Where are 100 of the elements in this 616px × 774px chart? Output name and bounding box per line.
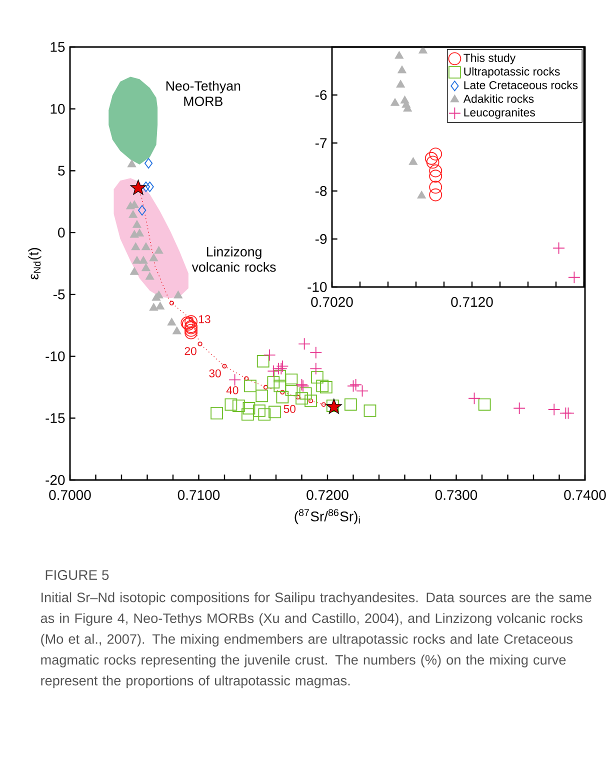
point [424, 152, 438, 165]
series-label: Neo-Tethyan MORB [166, 80, 240, 106]
y-tick-label: -7 [315, 138, 327, 148]
annotation: 40 [226, 386, 238, 394]
point [268, 406, 281, 418]
point [267, 376, 280, 388]
point [276, 360, 289, 372]
point [426, 156, 440, 169]
point [167, 318, 176, 326]
point [253, 404, 266, 417]
point [172, 326, 182, 334]
x-tick-label: 0.7200 [306, 490, 348, 500]
point [130, 267, 139, 275]
x-tick-label: 0.7300 [435, 490, 478, 500]
point [418, 46, 428, 54]
y-tick-label: -20 [46, 475, 65, 485]
point [310, 346, 322, 359]
y-tick-label: -10 [46, 351, 65, 362]
point [142, 242, 150, 250]
legend-label: Ultrapotassic rocks [464, 67, 560, 78]
point [285, 374, 298, 386]
text: FIGURE 5 [46, 570, 109, 580]
point [394, 51, 404, 59]
point [156, 302, 164, 310]
point [267, 364, 280, 378]
y-tick-label: 10 [50, 104, 65, 114]
point [280, 390, 285, 395]
point [263, 348, 276, 362]
point [184, 324, 198, 337]
point [429, 170, 442, 183]
point [344, 398, 357, 411]
point [468, 392, 480, 405]
annotation: 20 [184, 347, 196, 356]
point [169, 300, 174, 306]
point [228, 374, 241, 386]
point [144, 158, 153, 169]
y-tick-label: -6 [315, 90, 327, 100]
x-tick-label: 0.7400 [564, 490, 606, 500]
point [347, 380, 360, 392]
point [408, 157, 418, 165]
point [149, 303, 158, 311]
point [298, 338, 311, 350]
point [232, 400, 245, 412]
series-label: Linzizong volcanic rocks [192, 246, 276, 272]
point [132, 256, 142, 264]
point [398, 66, 406, 74]
point [128, 210, 138, 218]
point [256, 355, 270, 368]
point [132, 220, 142, 228]
point [242, 402, 256, 414]
x-tick-label: 0.7000 [49, 490, 91, 500]
text: Initial Sr–Nd isotopic compositions for Sailipu trachyandesites. Data sources are the same as in Figure 4, Neo-Tethys MORBs (Xu and Castillo, 2004), and Linzizong volcanic rocks (Mo et al., 2007). The mixing endmembers are ultrapotassic rocks and late Cretaceous magmatic rocks representing the juvenile crust. The numbers (%) on the mixing curve represent the proportions of ultrapotassic magmas. [40, 592, 592, 688]
point [296, 392, 308, 405]
point [429, 188, 442, 202]
point [296, 394, 300, 400]
point [562, 406, 574, 420]
x-tick-label: 0.7020 [311, 297, 353, 307]
point [184, 326, 198, 340]
point [142, 182, 150, 192]
point [299, 387, 312, 400]
point [198, 342, 202, 346]
point [241, 408, 254, 421]
legend-label: This study [464, 54, 516, 64]
y-axis-title: ε$_{Nd}$(t) [28, 248, 42, 280]
point [548, 403, 560, 416]
point [139, 256, 148, 264]
point [174, 290, 182, 298]
point [326, 400, 339, 412]
point [146, 272, 154, 280]
point [256, 390, 268, 402]
point [321, 402, 326, 407]
point [552, 242, 565, 254]
point [364, 404, 376, 417]
y-tick-label: 5 [58, 166, 65, 176]
legend-label: Adakitic rocks [463, 94, 534, 103]
point [210, 406, 223, 420]
point [320, 381, 332, 394]
point [513, 402, 526, 414]
y-tick-label: -9 [315, 234, 327, 244]
point [130, 180, 146, 195]
y-tick-label: 15 [50, 42, 65, 52]
x-tick-label: 0.7100 [178, 490, 220, 500]
point [154, 246, 164, 254]
point [396, 80, 405, 88]
point [429, 148, 442, 161]
point [222, 364, 227, 369]
point [326, 398, 342, 414]
y-tick-label: -8 [315, 186, 327, 196]
point [224, 398, 238, 411]
point [258, 408, 271, 421]
point [274, 380, 286, 392]
point [417, 190, 426, 198]
annotation: 30 [209, 369, 221, 378]
annotation: 50 [284, 404, 296, 413]
y-tick-label: -5 [53, 290, 65, 300]
point [568, 271, 580, 284]
point [184, 315, 198, 328]
point [152, 293, 161, 301]
point [310, 371, 324, 384]
x-axis-title: ($^{87}$Sr/$^{86}$Sr)$_{i}$ [294, 509, 360, 524]
